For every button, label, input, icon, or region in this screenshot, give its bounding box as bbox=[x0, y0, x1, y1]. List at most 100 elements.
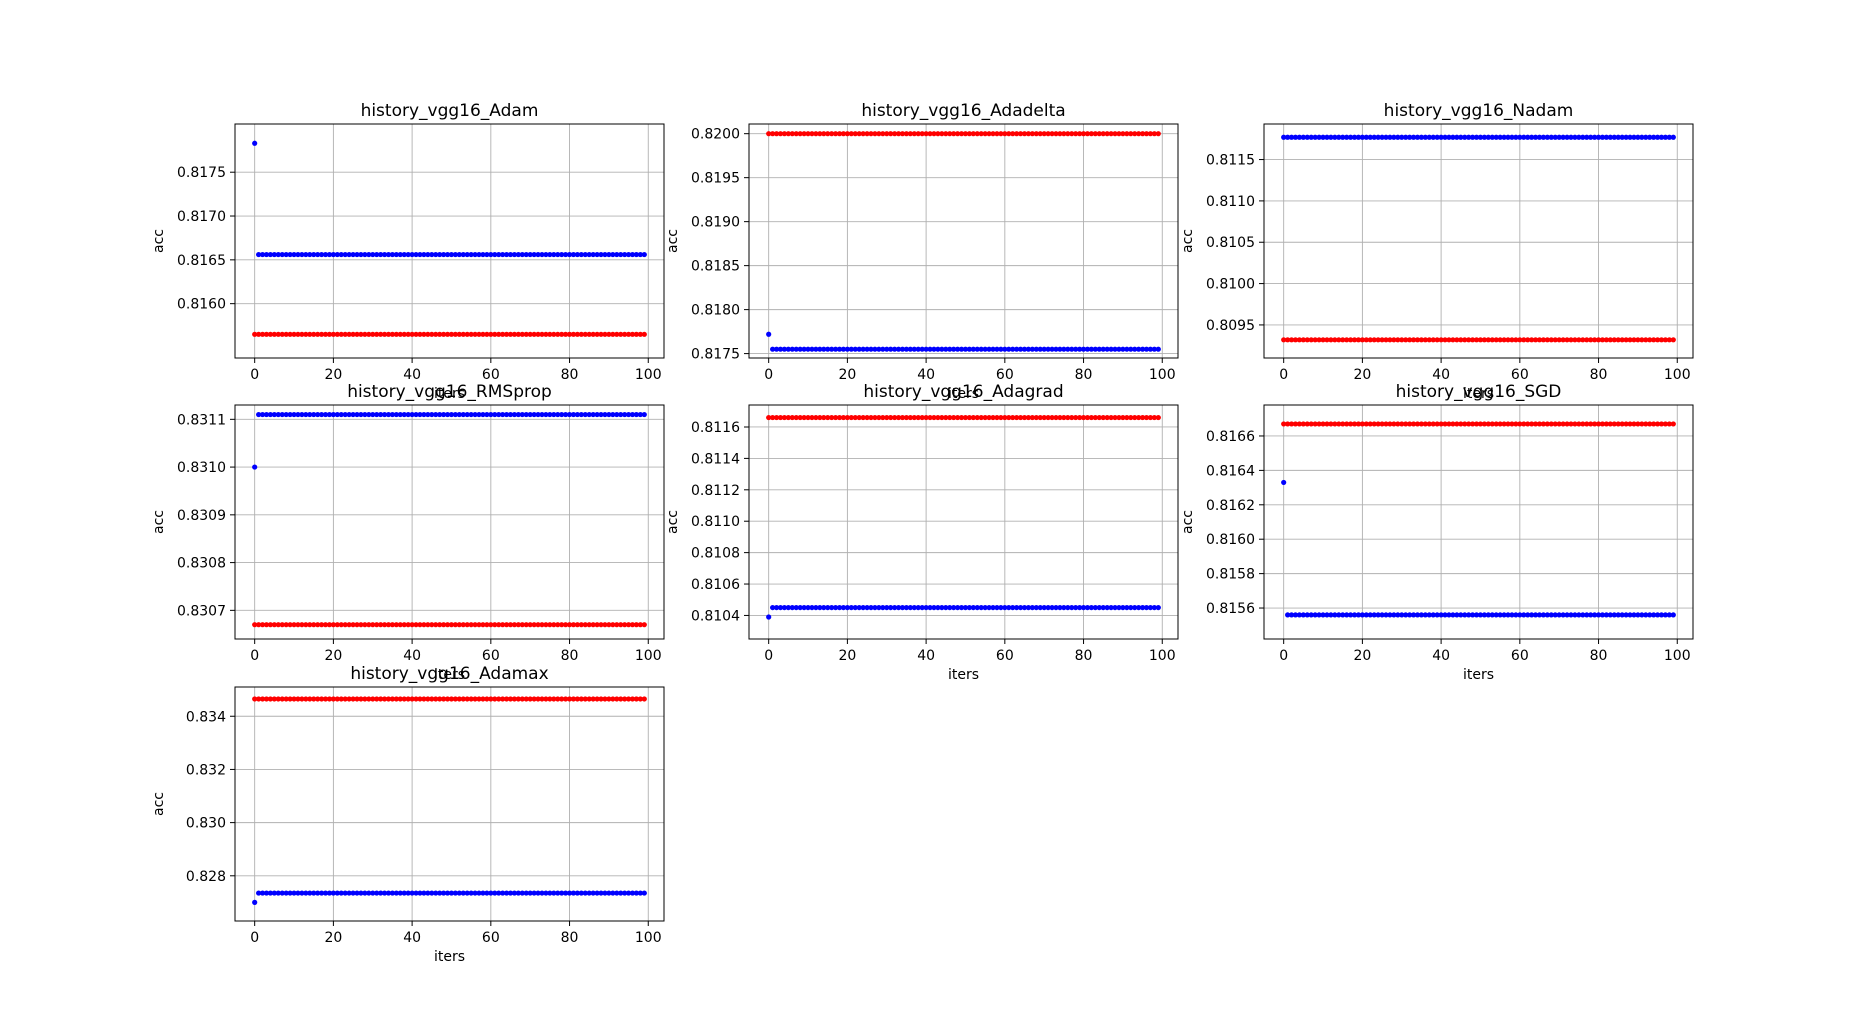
data-point bbox=[1670, 612, 1676, 618]
x-tick-label: 60 bbox=[482, 367, 500, 383]
data-point bbox=[1332, 337, 1338, 343]
data-point bbox=[1371, 421, 1377, 427]
data-point bbox=[1077, 604, 1083, 611]
data-point bbox=[1061, 604, 1067, 611]
data-point bbox=[307, 622, 313, 628]
data-point bbox=[1458, 134, 1464, 140]
data-point bbox=[1505, 337, 1511, 343]
data-point bbox=[954, 414, 961, 421]
data-point bbox=[789, 346, 795, 352]
y-tick-label: 0.8310 bbox=[177, 460, 226, 476]
data-point bbox=[1556, 134, 1562, 140]
data-point bbox=[448, 890, 455, 896]
data-point bbox=[326, 331, 333, 337]
data-point bbox=[401, 251, 407, 258]
data-point bbox=[1147, 604, 1154, 611]
data-point bbox=[523, 411, 529, 418]
data-point bbox=[1631, 134, 1637, 140]
data-point bbox=[939, 131, 945, 137]
data-point bbox=[417, 251, 423, 258]
data-point bbox=[1469, 421, 1476, 427]
data-point bbox=[374, 696, 380, 702]
data-point bbox=[547, 696, 553, 702]
data-point bbox=[629, 251, 636, 258]
data-point bbox=[452, 890, 459, 896]
data-point bbox=[1116, 604, 1122, 611]
data-point bbox=[1469, 134, 1476, 140]
data-point bbox=[1603, 612, 1610, 618]
data-point bbox=[366, 890, 372, 896]
data-point bbox=[535, 251, 541, 258]
data-point bbox=[773, 604, 780, 611]
data-point bbox=[1010, 131, 1016, 137]
data-point bbox=[1308, 612, 1314, 618]
data-point bbox=[998, 604, 1004, 611]
data-point bbox=[279, 331, 285, 337]
data-point bbox=[1647, 134, 1653, 140]
data-point bbox=[1517, 421, 1523, 427]
data-point bbox=[809, 131, 815, 137]
data-point bbox=[444, 411, 451, 418]
data-point bbox=[1422, 612, 1428, 618]
y-tick-label: 0.8195 bbox=[691, 171, 740, 187]
data-point bbox=[409, 890, 415, 896]
data-point bbox=[1147, 346, 1154, 352]
data-point bbox=[1580, 337, 1586, 343]
data-point bbox=[825, 131, 831, 137]
y-axis-label: acc bbox=[151, 229, 167, 253]
data-point bbox=[1654, 421, 1661, 427]
data-point bbox=[1572, 337, 1578, 343]
data-point bbox=[773, 131, 780, 137]
x-tick-label: 0 bbox=[1279, 648, 1288, 664]
data-point bbox=[563, 411, 569, 418]
data-point bbox=[1065, 131, 1071, 137]
data-point bbox=[1379, 134, 1385, 140]
data-point bbox=[813, 414, 819, 421]
data-point bbox=[421, 890, 427, 896]
data-point bbox=[966, 346, 973, 352]
data-point bbox=[923, 414, 929, 421]
data-point bbox=[602, 890, 608, 896]
data-point bbox=[496, 622, 502, 628]
data-point bbox=[927, 131, 933, 137]
data-point bbox=[618, 890, 624, 896]
x-tick-label: 40 bbox=[403, 930, 421, 946]
data-point bbox=[1344, 421, 1350, 427]
data-point bbox=[931, 346, 937, 352]
data-point bbox=[252, 140, 258, 146]
data-point bbox=[1595, 337, 1602, 343]
data-point bbox=[1607, 337, 1613, 343]
data-point bbox=[539, 696, 545, 702]
data-point bbox=[978, 346, 984, 352]
data-point bbox=[594, 251, 600, 258]
data-point bbox=[444, 696, 451, 702]
y-axis-label: acc bbox=[1180, 229, 1196, 253]
data-point bbox=[1347, 421, 1354, 427]
data-point bbox=[346, 331, 352, 337]
data-point bbox=[472, 890, 478, 896]
data-point bbox=[586, 622, 592, 628]
data-point bbox=[614, 890, 620, 896]
data-point bbox=[1347, 337, 1354, 343]
data-point bbox=[884, 346, 890, 352]
data-point bbox=[385, 251, 392, 258]
data-point bbox=[1017, 131, 1024, 137]
data-point bbox=[1521, 337, 1527, 343]
data-point bbox=[1580, 612, 1586, 618]
data-point bbox=[1670, 421, 1676, 427]
data-point bbox=[484, 331, 490, 337]
data-point bbox=[1324, 337, 1330, 343]
data-point bbox=[939, 414, 945, 421]
data-point bbox=[385, 622, 392, 628]
data-point bbox=[1466, 612, 1472, 618]
data-point bbox=[1619, 612, 1625, 618]
data-point bbox=[555, 411, 561, 418]
data-point bbox=[1505, 421, 1511, 427]
data-point bbox=[279, 696, 285, 702]
data-point bbox=[610, 890, 616, 896]
y-tick-label: 0.8105 bbox=[1206, 235, 1255, 251]
data-point bbox=[915, 414, 921, 421]
data-point bbox=[295, 622, 301, 628]
subplot-title: history_vgg16_Adadelta bbox=[861, 101, 1065, 121]
data-point bbox=[1336, 337, 1342, 343]
